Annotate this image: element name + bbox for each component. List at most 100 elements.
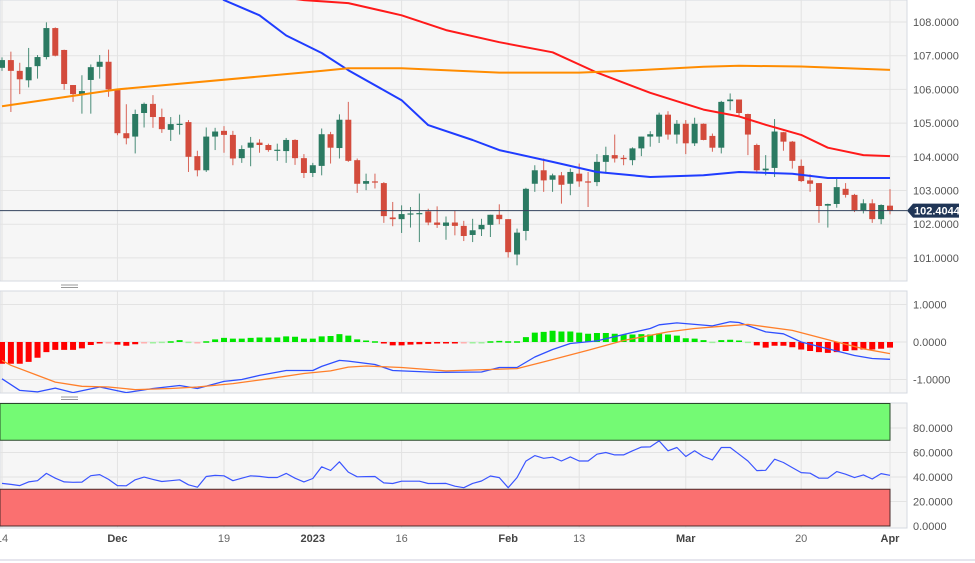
candle[interactable] bbox=[256, 139, 263, 153]
candle[interactable] bbox=[620, 155, 627, 166]
candle[interactable] bbox=[531, 165, 538, 192]
candle[interactable] bbox=[345, 101, 352, 162]
candle[interactable] bbox=[318, 128, 325, 176]
candle[interactable] bbox=[274, 143, 281, 161]
candle[interactable] bbox=[558, 171, 565, 204]
candle[interactable] bbox=[132, 109, 139, 154]
candle[interactable] bbox=[585, 171, 592, 208]
candle[interactable] bbox=[43, 22, 50, 60]
candle[interactable] bbox=[629, 147, 636, 166]
candle[interactable] bbox=[380, 182, 387, 223]
candle[interactable] bbox=[647, 131, 654, 147]
candle[interactable] bbox=[354, 158, 361, 193]
candle[interactable] bbox=[780, 131, 787, 151]
candle[interactable] bbox=[842, 183, 849, 198]
candle[interactable] bbox=[451, 210, 458, 236]
candle[interactable] bbox=[469, 218, 476, 243]
candle[interactable] bbox=[194, 150, 201, 177]
candle[interactable] bbox=[824, 203, 831, 228]
candle[interactable] bbox=[52, 27, 59, 57]
candle[interactable] bbox=[434, 206, 441, 228]
candle[interactable] bbox=[96, 55, 103, 79]
candle[interactable] bbox=[549, 173, 556, 192]
candle[interactable] bbox=[700, 123, 707, 141]
candle[interactable] bbox=[744, 113, 751, 156]
candle[interactable] bbox=[114, 89, 121, 136]
candle[interactable] bbox=[798, 159, 805, 183]
candle[interactable] bbox=[851, 193, 858, 213]
candle[interactable] bbox=[70, 85, 77, 102]
panel-resize-handle[interactable] bbox=[61, 396, 78, 400]
macd-histogram-bar bbox=[274, 337, 281, 342]
candle[interactable] bbox=[176, 114, 183, 135]
candle[interactable] bbox=[522, 187, 529, 241]
candle[interactable] bbox=[292, 139, 299, 165]
candle[interactable] bbox=[638, 136, 645, 157]
candle[interactable] bbox=[0, 57, 5, 71]
candle[interactable] bbox=[265, 143, 272, 152]
candle[interactable] bbox=[61, 49, 68, 90]
candle[interactable] bbox=[878, 204, 885, 225]
candle[interactable] bbox=[736, 99, 743, 117]
candle[interactable] bbox=[611, 134, 618, 163]
candle[interactable] bbox=[682, 120, 689, 155]
candle[interactable] bbox=[300, 154, 307, 179]
candle[interactable] bbox=[487, 214, 494, 238]
candle[interactable] bbox=[363, 173, 370, 191]
candle[interactable] bbox=[212, 127, 219, 151]
candle[interactable] bbox=[141, 102, 148, 128]
candle[interactable] bbox=[203, 127, 210, 172]
candle[interactable] bbox=[238, 145, 245, 163]
candle[interactable] bbox=[478, 218, 485, 236]
candle[interactable] bbox=[229, 130, 236, 166]
candle[interactable] bbox=[443, 216, 449, 240]
macd-panel[interactable]: 1.0000 0.0000 -1.0000 bbox=[0, 290, 950, 394]
candle[interactable] bbox=[283, 137, 290, 163]
candle[interactable] bbox=[789, 140, 796, 169]
candle[interactable] bbox=[416, 193, 423, 243]
candle[interactable] bbox=[105, 49, 112, 97]
candle[interactable] bbox=[602, 146, 609, 174]
candle[interactable] bbox=[460, 220, 467, 242]
candle[interactable] bbox=[221, 126, 227, 153]
candle[interactable] bbox=[425, 208, 432, 226]
candle[interactable] bbox=[673, 120, 680, 144]
candle[interactable] bbox=[167, 117, 174, 141]
candle[interactable] bbox=[327, 131, 334, 164]
candle[interactable] bbox=[815, 183, 822, 223]
candle[interactable] bbox=[656, 112, 663, 143]
candle[interactable] bbox=[753, 143, 760, 174]
candle[interactable] bbox=[16, 62, 23, 95]
candle[interactable] bbox=[691, 117, 698, 147]
panel-resize-handle[interactable] bbox=[61, 284, 78, 288]
price-panel[interactable]: 108.0000 107.0000 106.0000 105.0000 104.0000… bbox=[0, 0, 961, 282]
candle[interactable] bbox=[7, 51, 14, 112]
candle[interactable] bbox=[149, 95, 156, 128]
candle[interactable] bbox=[34, 55, 41, 79]
candle[interactable] bbox=[709, 133, 716, 152]
candle[interactable] bbox=[567, 168, 574, 196]
candle[interactable] bbox=[336, 114, 343, 159]
candle[interactable] bbox=[247, 136, 254, 167]
candle[interactable] bbox=[389, 201, 396, 227]
candle[interactable] bbox=[807, 174, 814, 192]
candle[interactable] bbox=[87, 64, 94, 114]
candle[interactable] bbox=[771, 119, 778, 178]
candle[interactable] bbox=[309, 162, 316, 178]
candle[interactable] bbox=[371, 173, 378, 189]
candle[interactable] bbox=[833, 178, 840, 208]
candle[interactable] bbox=[540, 158, 547, 192]
candle[interactable] bbox=[496, 204, 503, 225]
candle[interactable] bbox=[727, 93, 734, 111]
candle[interactable] bbox=[185, 120, 192, 172]
candle[interactable] bbox=[665, 111, 671, 140]
candle[interactable] bbox=[158, 108, 165, 133]
rsi-panel[interactable]: 80.0000 60.0000 40.0000 20.0000 0.0000 bbox=[0, 402, 953, 533]
candle[interactable] bbox=[718, 100, 725, 154]
candle[interactable] bbox=[398, 205, 405, 233]
candle[interactable] bbox=[123, 104, 130, 145]
candle[interactable] bbox=[25, 47, 32, 88]
candle[interactable] bbox=[514, 228, 521, 266]
candle[interactable] bbox=[505, 219, 512, 258]
